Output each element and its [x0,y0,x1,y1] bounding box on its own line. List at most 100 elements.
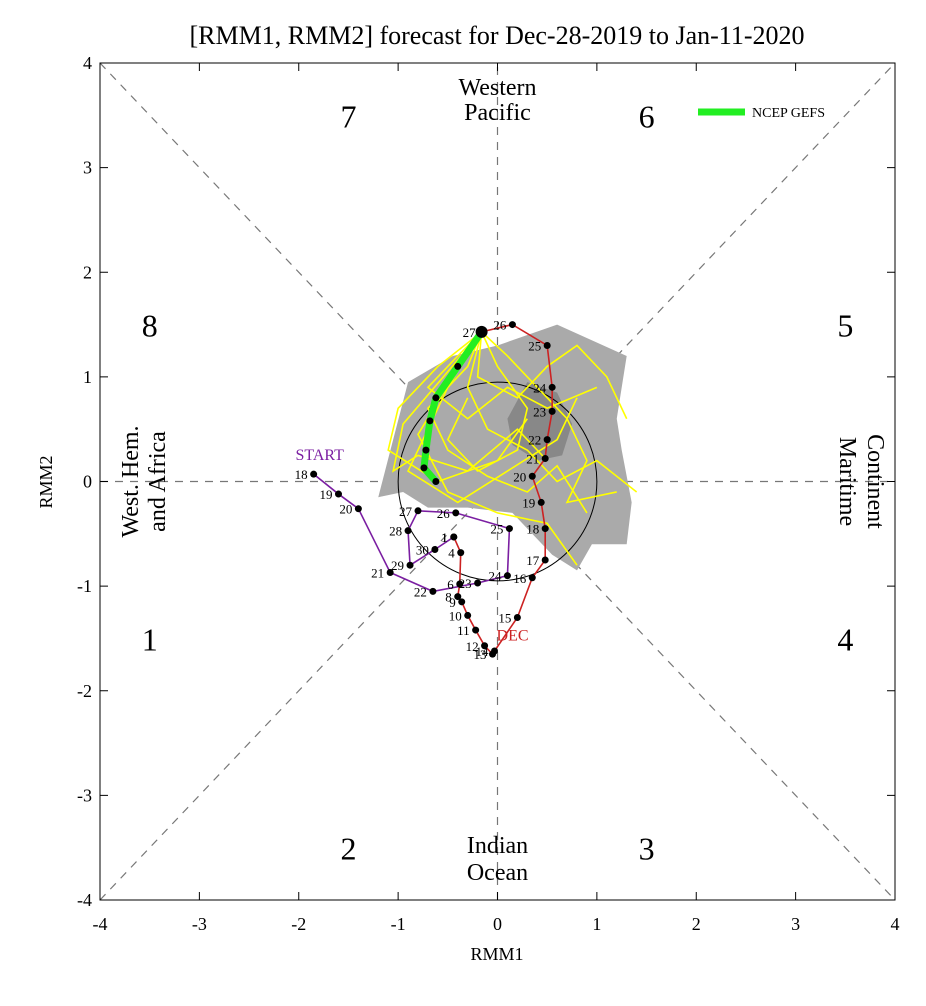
day-label: 25 [528,338,541,353]
x-tick-label: 1 [592,914,601,934]
day-label: 20 [513,469,526,484]
day-label: 21 [526,451,539,466]
observed-point [458,598,466,606]
observed-point [505,525,513,533]
day-label: 22 [528,433,541,448]
day-label: 1 [441,530,448,545]
day-label: 13 [474,647,487,662]
forecast-point [432,478,440,485]
x-tick-label: -1 [391,914,406,934]
current-day-marker [475,325,488,338]
forecast-point [420,464,428,472]
day-label: 8 [445,590,452,605]
legend: NCEP GEFS [698,106,825,121]
observed-point [481,642,489,650]
observed-point [537,498,545,506]
x-tick-label: -3 [192,914,207,934]
day-label: 4 [448,546,455,561]
day-label: 15 [498,611,511,626]
observed-point [541,525,549,533]
ensemble-spread-outer [378,324,632,571]
ensemble-member-line [407,331,578,504]
observed-point [528,574,536,582]
observed-point [528,472,536,480]
observed-point [406,561,414,569]
phase-label-3: 3 [639,831,655,867]
day-label: 19 [522,495,535,510]
observed-point [431,546,439,554]
phase-label-5: 5 [837,308,853,344]
day-label: 9 [449,595,456,610]
day-label: 10 [449,608,462,623]
x-tick-label: -2 [291,914,306,934]
day-label: 18 [295,467,308,482]
observed-point [354,505,362,513]
observed-point [456,580,464,588]
dec-label: DEC [497,628,529,645]
x-tick-label: 4 [891,914,900,934]
forecast-point [454,362,462,370]
phase-label-7: 7 [340,98,356,134]
x-tick-label: 0 [493,914,502,934]
y-tick-label: -3 [77,785,92,805]
observed-point [472,626,480,634]
region-label-bottom: Ocean [467,860,528,886]
ensemble-member-line [476,331,628,420]
observed-point [491,647,499,655]
phase-label-1: 1 [142,621,158,657]
x-tick-label: 2 [692,914,701,934]
forecast-point [426,417,434,425]
day-label: 11 [457,623,470,638]
ensemble-member-line [426,331,588,514]
day-label: 19 [320,487,333,502]
observed-point [541,556,549,564]
unit-circle [397,381,598,582]
day-label: 23 [459,576,472,591]
observed-point [543,436,551,444]
observed-point [452,509,460,517]
y-tick-label: 1 [83,367,92,387]
observed-point [429,587,437,595]
observed-point [513,614,521,622]
observed-point [464,611,472,619]
y-tick-label: 3 [83,158,92,178]
day-label: 17 [526,553,540,568]
day-label: 1 [441,530,448,545]
observed-point [404,527,412,535]
start-label: START [295,447,344,464]
region-label-top: Pacific [464,100,531,126]
phase-label-8: 8 [142,308,158,344]
y-tick-label: -4 [77,890,92,910]
day-label: 12 [466,639,479,654]
day-label: 29 [391,558,404,573]
region-label-left: West. Hem. [118,425,144,537]
day-label: 6 [447,577,454,592]
day-label: 26 [437,506,451,521]
day-label: 18 [526,522,539,537]
region-label-right: Maritime [834,437,860,526]
observed-point [310,470,318,478]
day-label: 16 [513,571,527,586]
y-tick-label: 4 [83,53,92,73]
day-label: 14 [476,644,490,659]
x-tick-label: 3 [791,914,800,934]
y-tick-label: 0 [83,472,92,492]
day-label: 21 [371,566,384,581]
day-label: 27 [463,325,477,340]
observed-point [457,549,465,557]
forecast-point [422,446,430,454]
day-label: 25 [490,522,503,537]
day-label: 30 [416,543,429,558]
ensemble-member-line [446,331,529,473]
observed-point [508,321,516,329]
region-label-right: Continent [862,434,888,529]
day-label: 20 [339,502,352,517]
phase-label-2: 2 [340,831,356,867]
observed-point [548,407,556,415]
ensemble-member-line [466,331,638,493]
observed-point [386,569,394,577]
observed-track-line [313,473,511,593]
observed-point [335,490,342,498]
